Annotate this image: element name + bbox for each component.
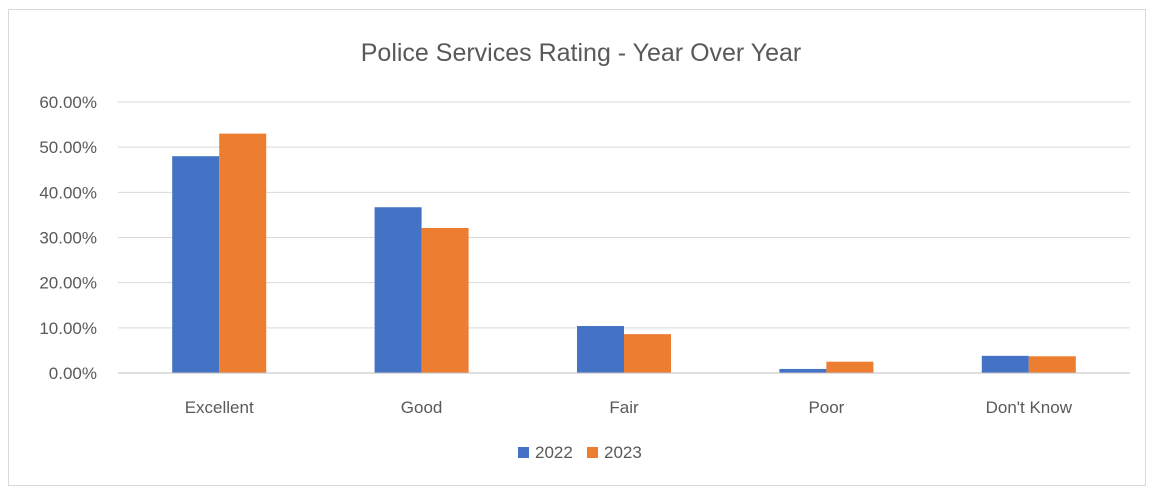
bar-2022-0 <box>172 156 220 373</box>
y-tick-label: 60.00% <box>39 93 97 112</box>
gridlines <box>118 101 1130 329</box>
legend-swatch-2023 <box>587 447 598 458</box>
legend-label: 2023 <box>604 443 642 462</box>
y-tick-label: 40.00% <box>39 183 97 202</box>
x-category-label: Fair <box>609 398 639 417</box>
x-axis-categories: Excellent Good Fair Poor Don't Know <box>185 398 1073 417</box>
legend-swatch-2022 <box>518 447 529 458</box>
x-category-label: Excellent <box>185 398 254 417</box>
y-tick-label: 30.00% <box>39 229 97 248</box>
bar-2022-3 <box>779 368 827 373</box>
legend-label: 2022 <box>535 443 573 462</box>
bars <box>172 133 1076 373</box>
y-tick-label: 20.00% <box>39 274 97 293</box>
bar-2023-3 <box>826 361 874 373</box>
legend: 2022 2023 <box>518 443 642 462</box>
bar-2022-2 <box>577 326 624 373</box>
bar-2023-4 <box>1028 356 1076 373</box>
bar-2022-1 <box>374 207 422 373</box>
bar-2023-0 <box>219 133 267 373</box>
bar-2022-4 <box>981 355 1029 373</box>
bar-2023-2 <box>624 334 671 373</box>
y-axis-ticks: 0.00% 10.00% 20.00% 30.00% 40.00% 50.00% 60.00… <box>39 93 97 383</box>
bar-2023-1 <box>421 228 469 373</box>
x-category-label: Good <box>401 398 443 417</box>
x-category-label: Poor <box>808 398 844 417</box>
chart-title: Police Services Rating - Year Over Year <box>361 39 802 67</box>
x-category-label: Don't Know <box>986 398 1073 417</box>
y-tick-label: 0.00% <box>49 364 97 383</box>
y-tick-label: 10.00% <box>39 319 97 338</box>
y-tick-label: 50.00% <box>39 138 97 157</box>
